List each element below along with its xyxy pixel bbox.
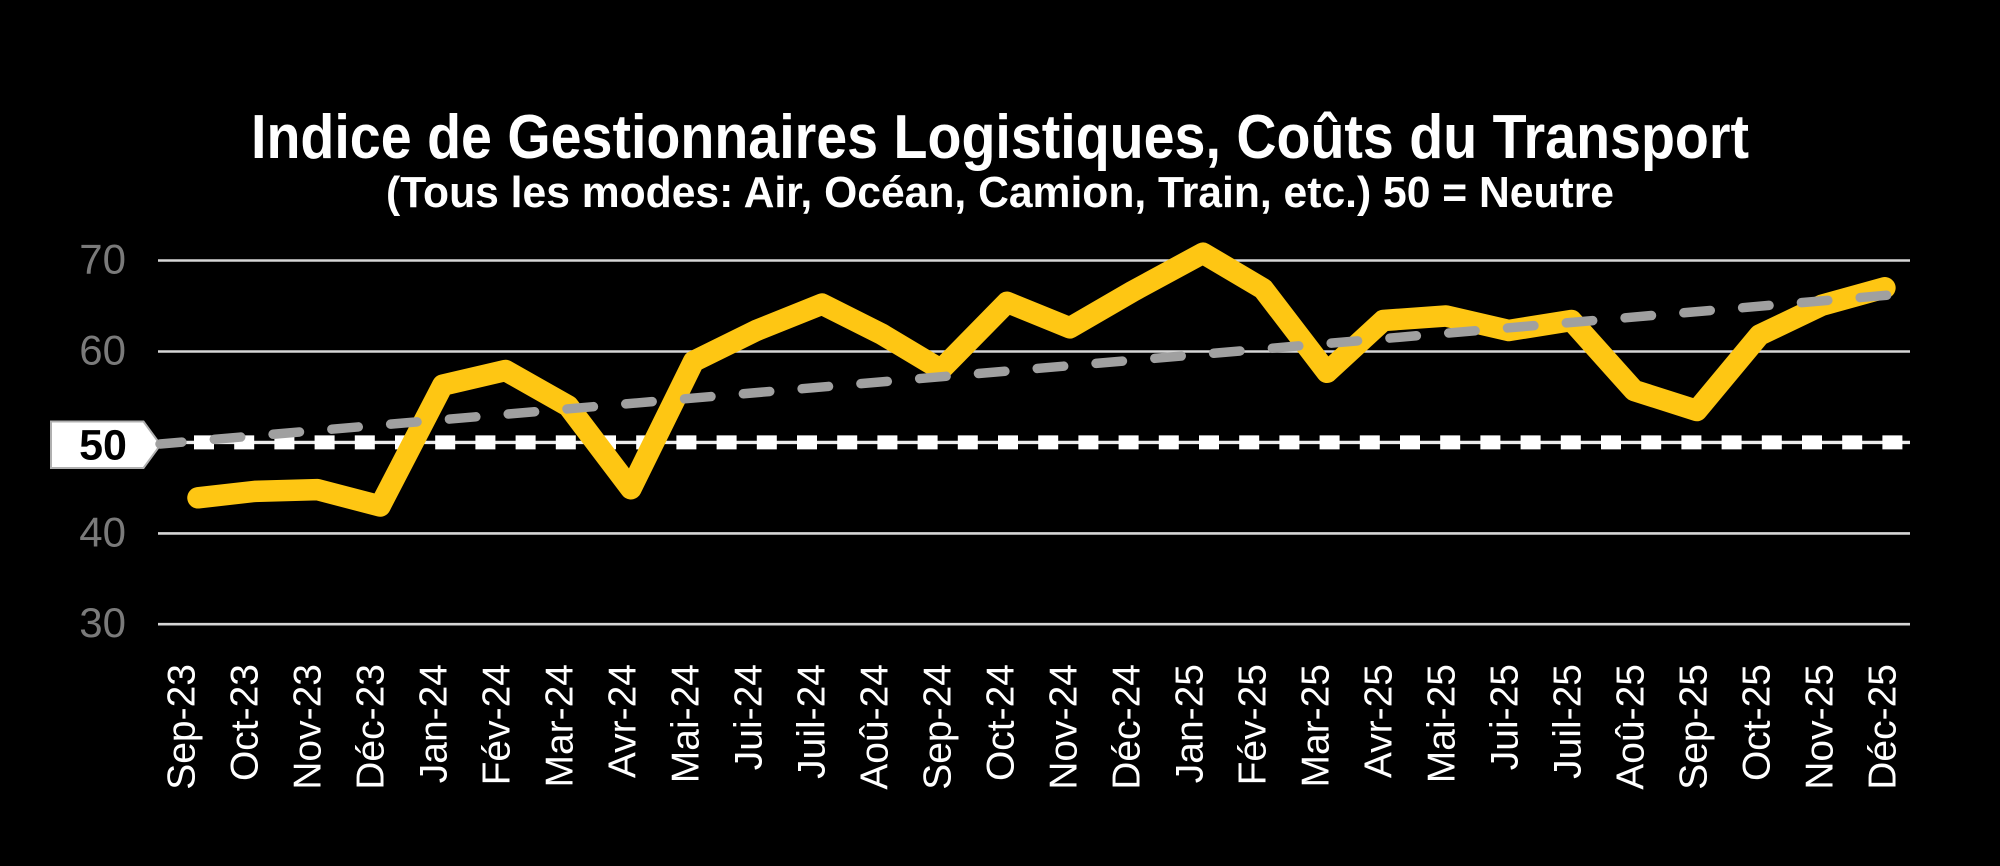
svg-text:40: 40: [79, 508, 126, 555]
svg-text:Fév-24: Fév-24: [476, 664, 519, 785]
svg-text:Mar-24: Mar-24: [539, 664, 582, 788]
svg-text:(Tous les modes: Air, Océan, C: (Tous les modes: Air, Océan, Camion, Tra…: [386, 168, 1614, 217]
svg-text:Oct-23: Oct-23: [224, 664, 267, 781]
svg-text:Nov-23: Nov-23: [287, 664, 330, 790]
svg-text:Nov-24: Nov-24: [1043, 664, 1086, 790]
svg-text:Juil-24: Juil-24: [791, 664, 834, 779]
svg-text:Aoû-24: Aoû-24: [854, 664, 897, 790]
svg-text:Sep-23: Sep-23: [161, 664, 204, 790]
svg-text:60: 60: [79, 327, 126, 374]
svg-text:30: 30: [79, 599, 126, 646]
svg-text:Oct-25: Oct-25: [1736, 664, 1779, 781]
svg-text:Déc-23: Déc-23: [350, 664, 393, 790]
svg-text:Déc-24: Déc-24: [1106, 664, 1149, 790]
svg-text:Sep-25: Sep-25: [1673, 664, 1716, 790]
svg-text:Avr-25: Avr-25: [1358, 664, 1401, 778]
svg-text:Mar-25: Mar-25: [1295, 664, 1338, 788]
svg-text:Déc-25: Déc-25: [1862, 664, 1905, 790]
svg-text:Jui-25: Jui-25: [1484, 664, 1527, 770]
svg-text:50: 50: [79, 422, 127, 470]
svg-text:Nov-25: Nov-25: [1799, 664, 1842, 790]
svg-text:Sep-24: Sep-24: [917, 664, 960, 790]
svg-text:Jan-24: Jan-24: [413, 664, 456, 783]
svg-text:Indice de Gestionnaires Logist: Indice de Gestionnaires Logistiques, Coû…: [251, 103, 1749, 172]
svg-text:Aoû-25: Aoû-25: [1610, 664, 1653, 790]
svg-text:Jui-24: Jui-24: [728, 664, 771, 770]
svg-text:Oct-24: Oct-24: [980, 664, 1023, 781]
svg-text:Avr-24: Avr-24: [602, 664, 645, 778]
svg-text:Mai-25: Mai-25: [1421, 664, 1464, 783]
svg-text:70: 70: [79, 236, 126, 283]
svg-text:Fév-25: Fév-25: [1232, 664, 1275, 785]
svg-text:Juil-25: Juil-25: [1547, 664, 1590, 779]
svg-text:Jan-25: Jan-25: [1169, 664, 1212, 783]
svg-text:Mai-24: Mai-24: [665, 664, 708, 783]
